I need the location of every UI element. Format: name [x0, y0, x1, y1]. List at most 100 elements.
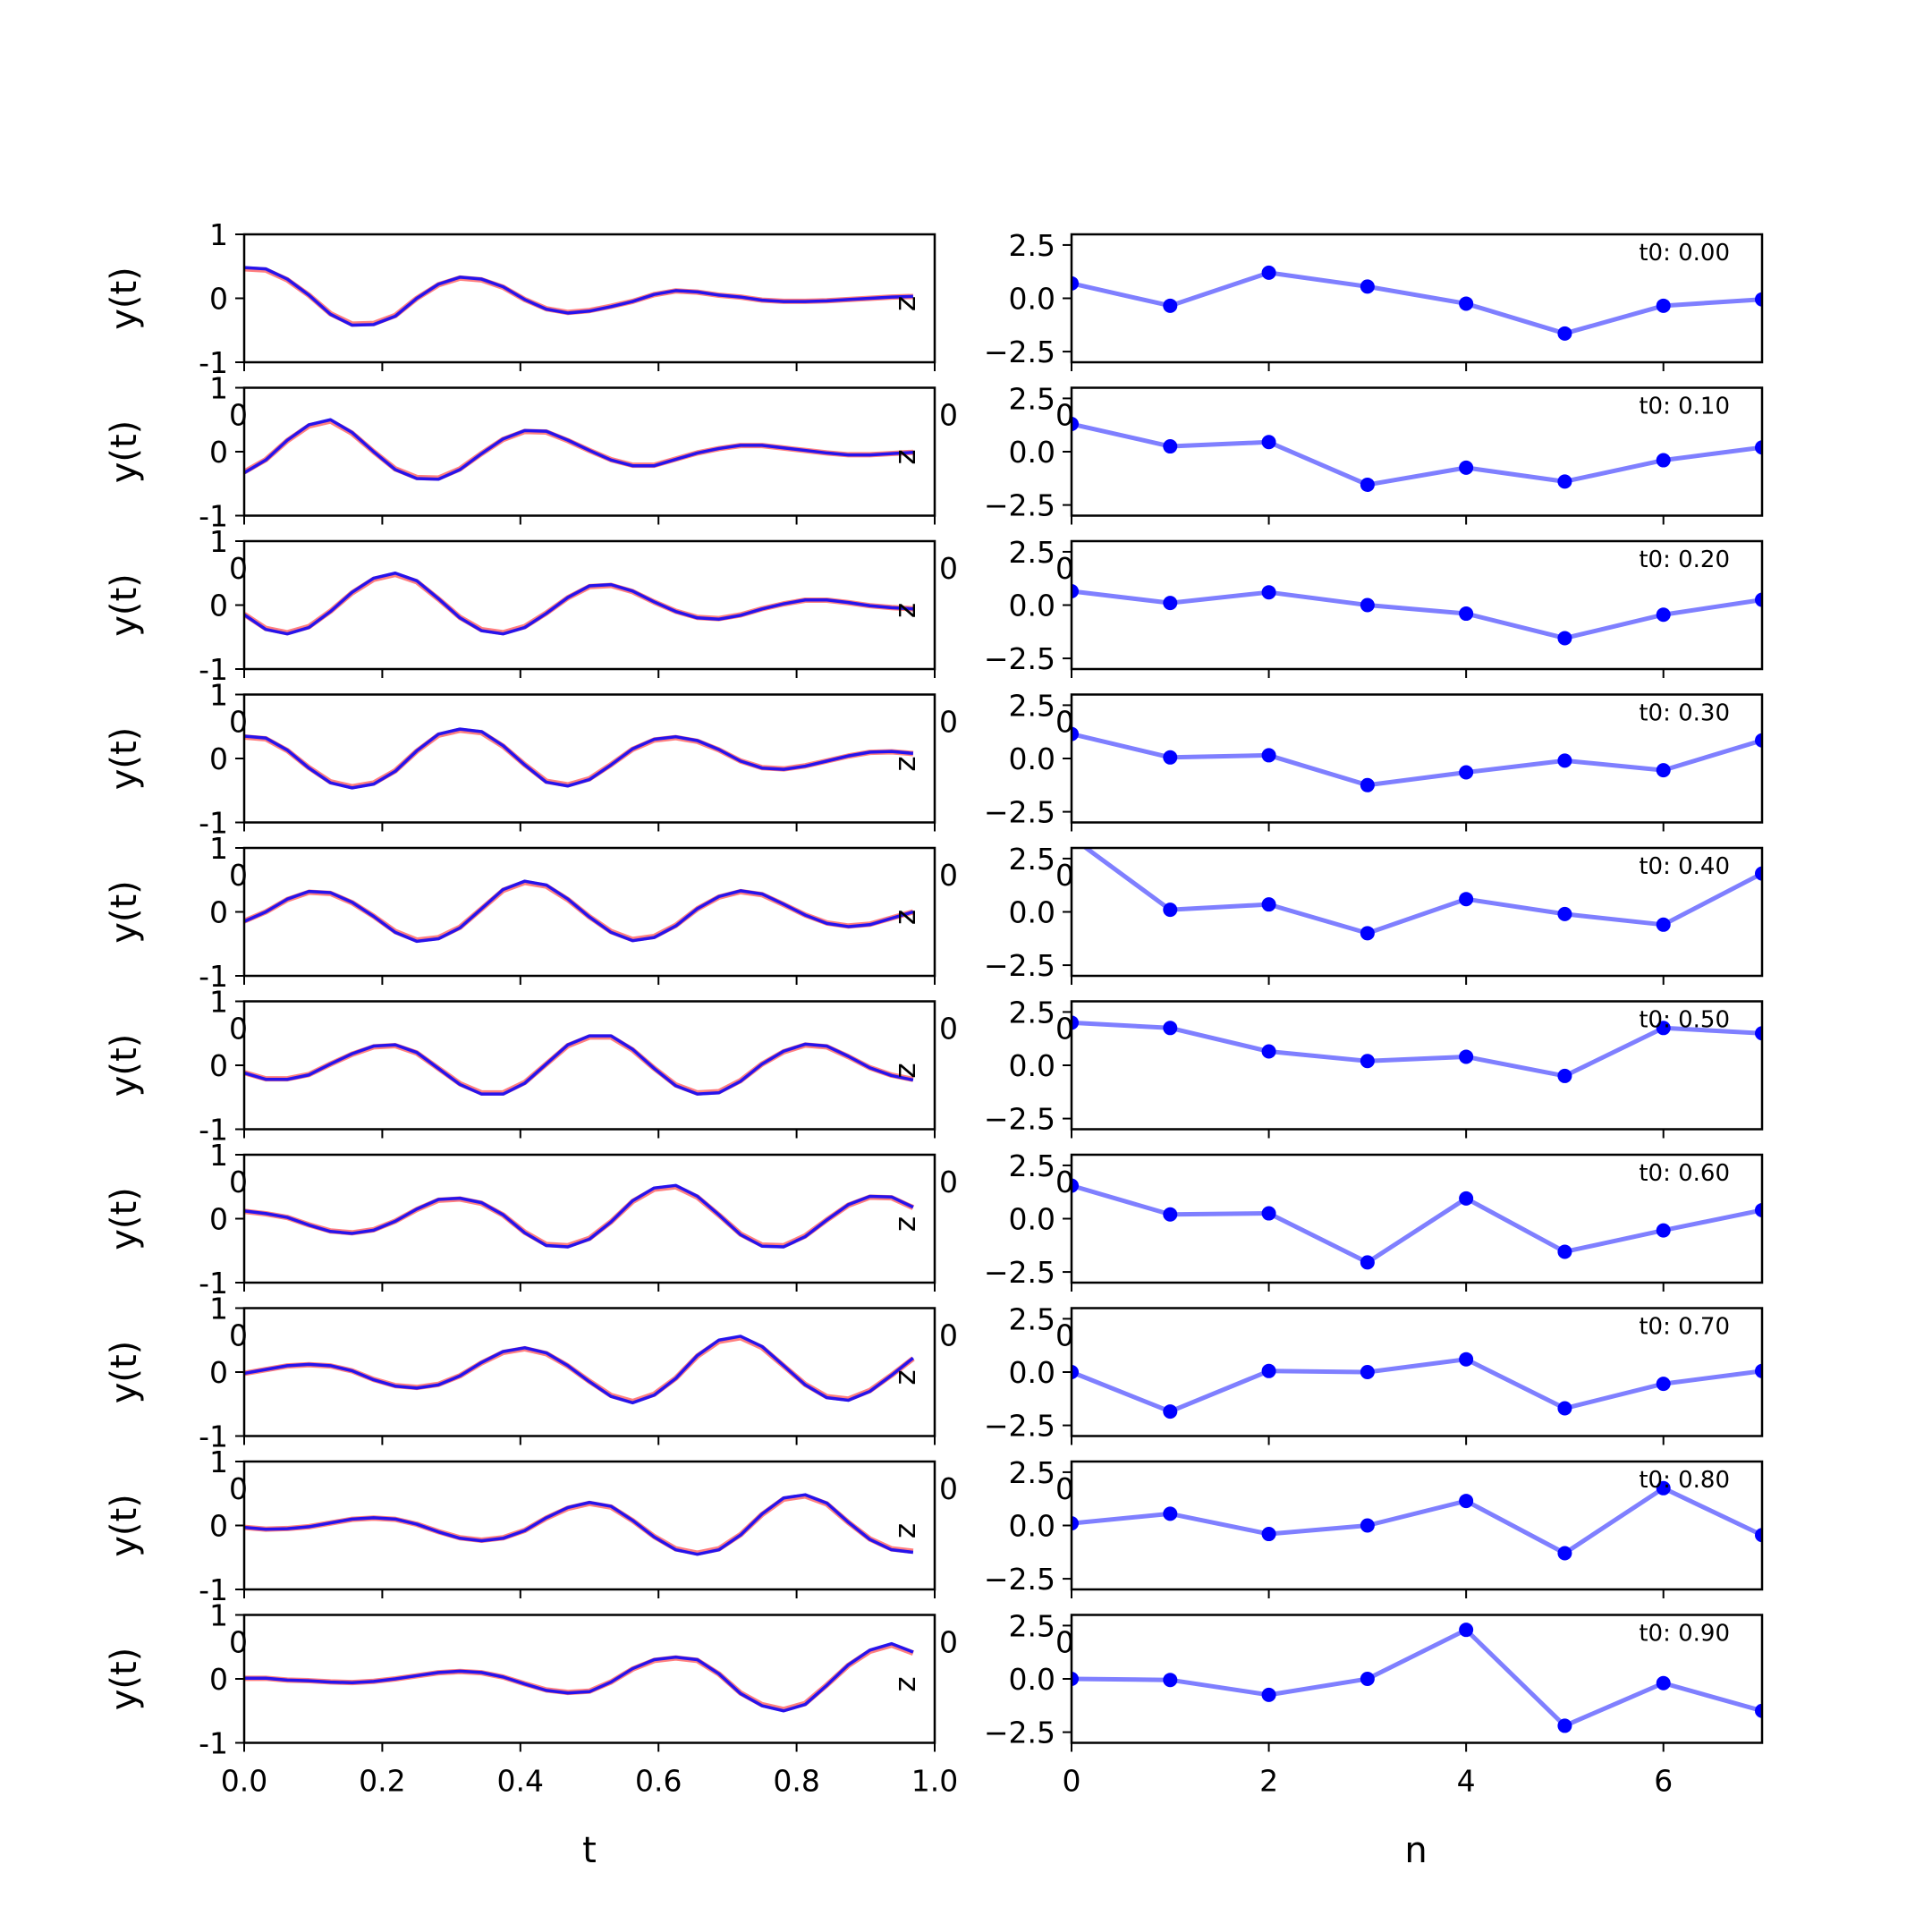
left-subplot-0: 1 0 -1 y(t) z — [104, 217, 936, 380]
y-tick-label: 0 — [209, 1355, 228, 1390]
y-tick-label: 2.5 — [1009, 228, 1055, 263]
data-point — [1459, 1191, 1474, 1206]
estimate-line — [244, 418, 914, 481]
left-lines — [244, 1335, 915, 1405]
left-subplot-5: 010-1y(t) z — [104, 985, 936, 1148]
y-axis-label: y(t) — [104, 727, 145, 791]
y-axis-label: y(t) — [104, 1648, 145, 1711]
data-point — [1459, 892, 1474, 907]
data-point — [1360, 926, 1375, 941]
panel-annotation: t0: 0.40 — [1639, 853, 1730, 880]
y-axis-label: y(t) — [104, 1494, 145, 1557]
x-tick-label: 0 — [1063, 1764, 1081, 1799]
data-point — [1557, 1546, 1572, 1561]
y-tick-label: -1 — [199, 499, 228, 534]
ghost-tick-label-partial: 0 — [1055, 858, 1074, 893]
y-tick-label: 0.0 — [1009, 1202, 1055, 1237]
y-tick-label: 1 — [209, 371, 228, 406]
y-tick-label: 0.0 — [1009, 1509, 1055, 1544]
right-subplot-5: 0 02.50.0−2.5t0: 0.50 — [939, 995, 1764, 1139]
data-point — [1163, 750, 1178, 765]
y-tick-label: 0 — [209, 282, 228, 317]
panel-annotation: t0: 0.30 — [1639, 700, 1730, 727]
y-axis-label: y(t) — [104, 880, 145, 944]
ghost-tick-label: 0 — [939, 1318, 958, 1353]
data-point — [1755, 733, 1762, 748]
left-lines — [244, 266, 913, 327]
panel-annotation: t0: 0.20 — [1639, 547, 1730, 573]
overlay-glyph: z — [887, 1063, 922, 1078]
data-point — [1163, 1207, 1178, 1222]
y-tick-label: 0 — [209, 1509, 228, 1544]
data-point — [1163, 1404, 1178, 1419]
data-point — [1261, 1363, 1276, 1378]
y-tick-label: −2.5 — [984, 1716, 1055, 1750]
x-tick-label: 2 — [1259, 1764, 1278, 1799]
data-point — [1261, 1044, 1276, 1059]
data-point — [1072, 1178, 1079, 1193]
data-point — [1656, 763, 1671, 778]
data-point — [1360, 477, 1375, 492]
y-tick-label: 1 — [209, 1598, 228, 1633]
left-subplot-1: 010-1y(t) z — [104, 371, 936, 534]
y-tick-label: 0 — [209, 589, 228, 623]
data-point — [1755, 1528, 1762, 1543]
estimate-line — [244, 1641, 914, 1713]
overlay-glyph: z — [887, 756, 922, 771]
x-tick-label: 0.0 — [221, 1764, 267, 1799]
y-tick-label: 2.5 — [1009, 842, 1055, 877]
y-tick-label: −2.5 — [984, 641, 1055, 676]
data-point — [1459, 460, 1474, 475]
y-tick-label: 1 — [209, 1292, 228, 1326]
overlay-glyph: z — [887, 603, 922, 618]
x-tick-label: 4 — [1457, 1764, 1476, 1799]
y-axis-label: y(t) — [104, 573, 145, 637]
estimate-line — [244, 1493, 914, 1556]
data-point — [1072, 1015, 1079, 1030]
series-line — [1072, 421, 1762, 487]
data-point — [1163, 439, 1178, 454]
data-point — [1459, 606, 1474, 622]
data-point — [1755, 1703, 1762, 1718]
ghost-tick-label: 0 — [939, 1471, 958, 1506]
data-point — [1755, 1026, 1762, 1041]
y-tick-label: 0 — [209, 895, 228, 930]
data-point — [1360, 597, 1375, 613]
right-lines — [1072, 584, 1762, 646]
y-tick-label: 0 — [209, 1202, 228, 1237]
data-point — [1163, 1673, 1178, 1688]
series-line — [1081, 848, 1762, 936]
estimate-line — [244, 1034, 914, 1096]
y-tick-label: 1 — [209, 1138, 228, 1173]
right-column-subplots: 2.50.0−2.5t0: 0.000 02.50.0−2.5t0: 0.100 0… — [939, 228, 1764, 1799]
left-x-axis-label: t — [582, 1830, 597, 1871]
data-point — [1557, 1401, 1572, 1416]
x-tick-label: 0.6 — [635, 1764, 682, 1799]
y-tick-label: 1 — [209, 678, 228, 713]
data-point — [1459, 765, 1474, 780]
data-point — [1360, 1365, 1375, 1379]
overlay-glyph: z — [887, 910, 922, 925]
data-point — [1459, 1049, 1474, 1064]
ghost-tick-label: 0 — [939, 858, 958, 893]
data-point — [1072, 1672, 1079, 1686]
ghost-tick-label-partial: 0 — [1055, 1625, 1074, 1660]
panel-annotation: t0: 0.00 — [1639, 240, 1730, 267]
estimate-line — [244, 727, 914, 790]
left-subplot-9: 0 1 0 -10.0 0.2 0.4 0.6 0.8 1.0 y(t) z — [104, 1598, 958, 1799]
left-lines — [244, 879, 914, 944]
data-point — [1755, 292, 1762, 307]
series-line — [1072, 732, 1762, 788]
y-tick-label: 0 — [209, 1048, 228, 1083]
data-point — [1656, 298, 1671, 313]
y-tick-label: −2.5 — [984, 335, 1055, 369]
right-lines — [1072, 1352, 1762, 1419]
right-subplot-8: 0 02.50.0−2.5t0: 0.80 — [939, 1455, 1764, 1598]
right-x-axis-label: n — [1404, 1830, 1427, 1871]
ghost-tick-label: 0 — [939, 398, 958, 433]
data-point — [1072, 1365, 1079, 1379]
series-line — [1072, 270, 1762, 336]
right-subplot-2: 0 02.50.0−2.5t0: 0.20 — [939, 535, 1764, 678]
y-tick-label: -1 — [199, 1266, 228, 1301]
data-point — [1557, 1718, 1572, 1733]
